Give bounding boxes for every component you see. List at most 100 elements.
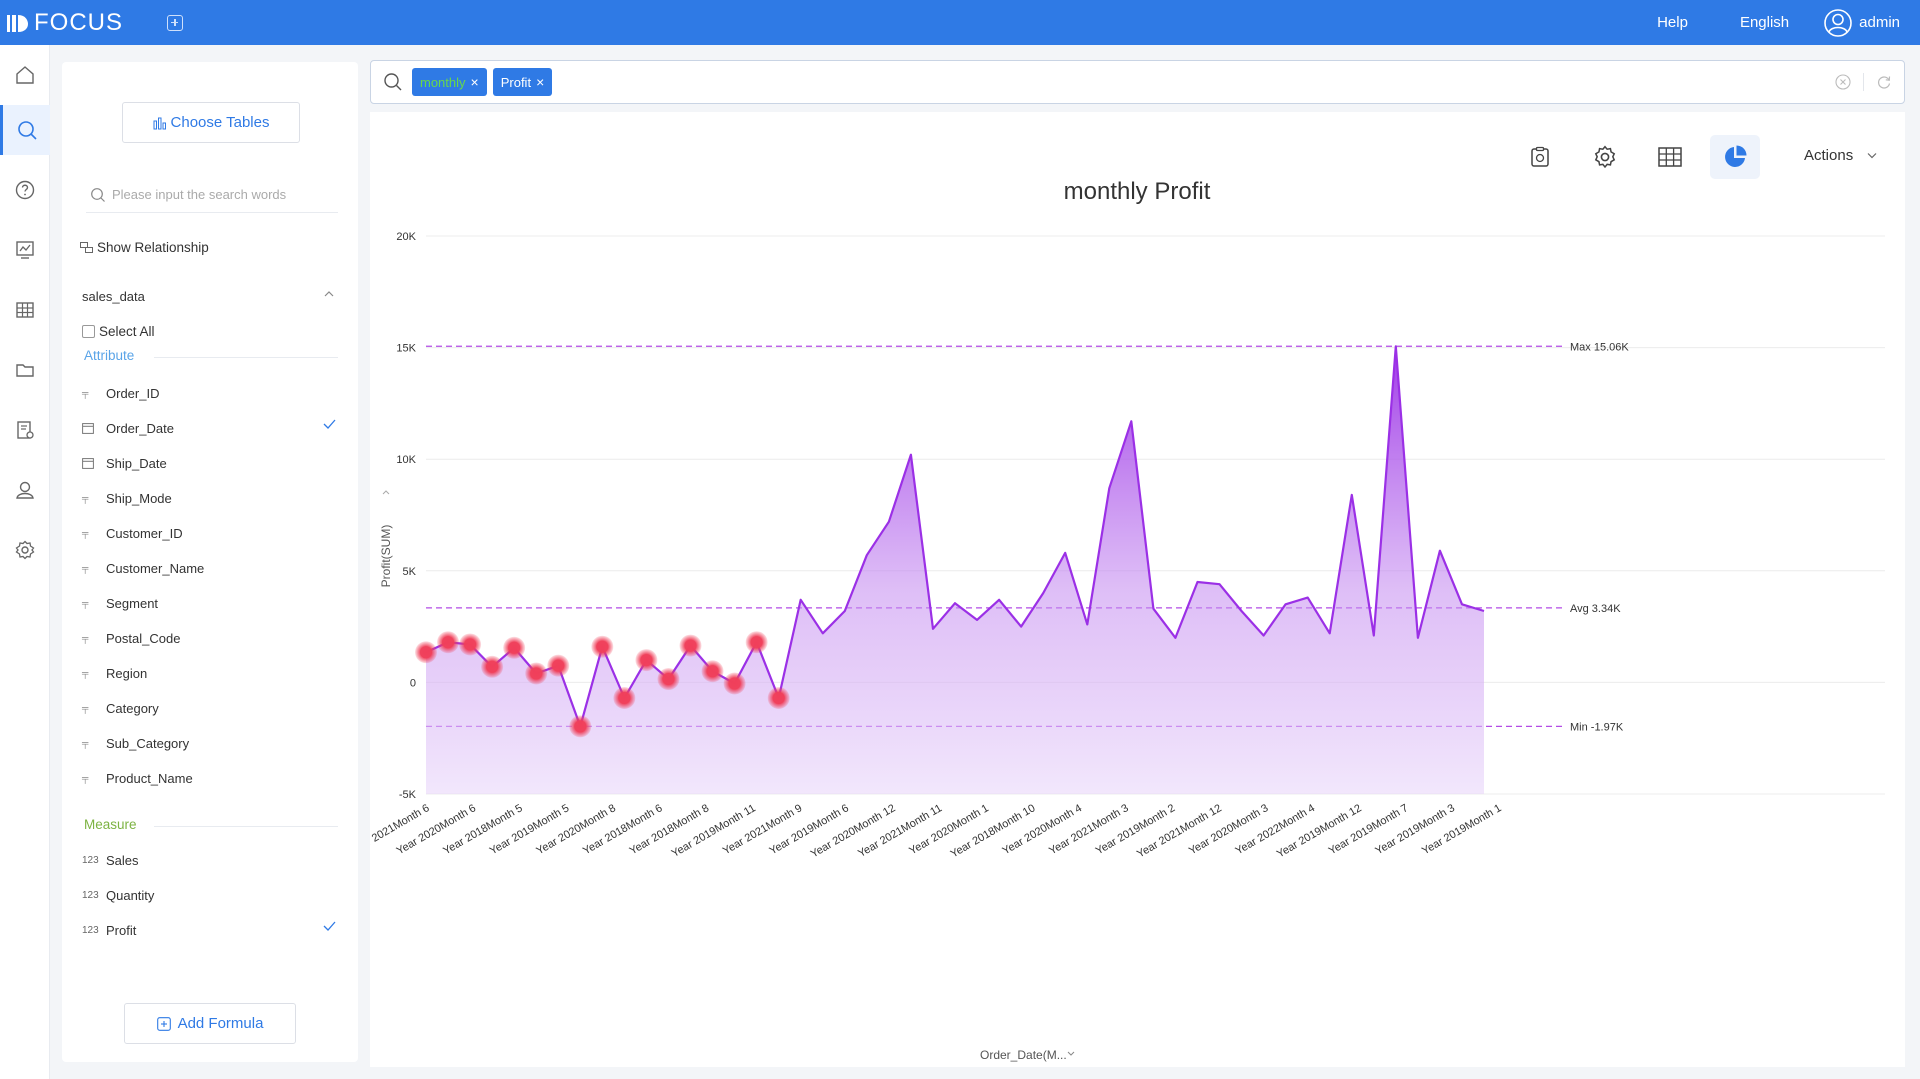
field-name: Product_Name [106,770,193,786]
nav-settings[interactable] [0,525,50,575]
highlight-points [415,631,790,738]
show-relationship-link[interactable]: Show Relationship [80,240,209,255]
number-type-icon: 123 [82,889,99,901]
help-icon [15,180,35,200]
field-search-input[interactable]: Please input the search words [86,177,338,213]
y-tick-label: 5K [403,566,417,578]
search-icon [17,121,37,140]
reference-line-label: Min -1.97K [1570,721,1624,733]
text-type-icon: ╤ [82,703,89,713]
check-icon [323,419,336,429]
text-type-icon: ╤ [82,773,89,783]
field-name: Quantity [106,887,155,903]
table-name[interactable]: sales_data [82,289,145,304]
user-menu[interactable]: admin [1823,8,1900,38]
logo-text: FOCUS [34,8,123,36]
actions-dropdown[interactable]: Actions [1804,147,1877,164]
field-item[interactable]: ╤ Sub_Category [82,731,338,755]
y-tick-label: 15K [396,343,416,355]
x-tick-label: Year 2020Month 6 [395,802,479,857]
clipboard-insight-icon [1531,146,1549,167]
y-tick-label: 20K [396,231,416,243]
x-tick-label: Year 2018Month 5 [441,802,525,857]
measure-section-title: Measure [84,817,338,832]
choose-tables-button[interactable]: Choose Tables [122,102,300,143]
nav-search[interactable] [0,105,50,155]
select-all-checkbox[interactable]: Select All [82,324,155,339]
chevron-up-icon[interactable] [324,290,334,298]
field-item[interactable]: ╤ Ship_Mode [82,486,338,510]
focus-logo[interactable]: FOCUS [6,9,123,37]
field-item[interactable]: ╤ Region [82,661,338,685]
refresh-icon[interactable] [1876,74,1892,90]
checkbox-box[interactable] [82,325,95,338]
x-tick-label: Year 2021Month 12 [1135,802,1224,860]
tool-settings[interactable] [1580,135,1630,179]
search-bar[interactable]: monthly × Profit × [370,60,1905,104]
reference-line-label: Max 15.06K [1570,341,1629,353]
field-item[interactable]: ╤ Product_Name [82,766,338,790]
reference-line-label: Avg 3.34K [1570,603,1621,615]
text-type-icon: ╤ [82,633,89,643]
y-axis-title[interactable]: Profit(SUM) [379,525,393,588]
y-axis: 20K 15K 10K 5K 0 -5K [396,231,416,801]
nav-data-manage[interactable] [0,405,50,455]
search-icon [384,73,402,91]
remove-token-icon[interactable]: × [470,74,479,90]
x-tick-label: Year 2021Month 11 [856,802,944,860]
table-icon [16,302,34,318]
field-item[interactable]: 123 Quantity [82,883,338,907]
reference-lines: Max 15.06K Avg 3.34K Min -1.97K [426,341,1629,733]
field-item[interactable]: ╤ Customer_Name [82,556,338,580]
add-formula-button[interactable]: Add Formula [124,1003,296,1044]
field-item[interactable]: ╤ Order_ID [82,381,338,405]
field-item[interactable]: Order_Date [82,416,338,440]
field-name: Customer_ID [106,525,183,541]
nav-help[interactable] [0,165,50,215]
highlight-point-core [640,654,653,667]
y-tick-label: 10K [396,454,416,466]
add-tab-icon[interactable] [167,14,183,31]
highlight-point-core [508,641,521,654]
field-item[interactable]: 123 Profit [82,918,338,942]
highlight-point-core [486,660,499,673]
x-tick-label: Year 2019Month 7 [1327,802,1411,857]
chevron-down-icon [1867,153,1877,159]
field-item[interactable]: ╤ Segment [82,591,338,615]
field-name: Ship_Mode [106,490,172,506]
remove-token-icon[interactable]: × [536,74,545,90]
field-name: Customer_Name [106,560,205,576]
logo-icon [7,14,28,32]
field-item[interactable]: 123 Sales [82,848,338,872]
table-icon [1658,147,1682,167]
user-avatar-icon [1824,8,1852,37]
nav-tables[interactable] [0,285,50,335]
field-item[interactable]: ╤ Category [82,696,338,720]
search-token-monthly[interactable]: monthly × [412,68,487,96]
field-item[interactable]: ╤ Postal_Code [82,626,338,650]
tool-table-view[interactable] [1645,135,1695,179]
nav-users[interactable] [0,465,50,515]
highlight-point-core [552,659,565,672]
field-item[interactable]: Ship_Date [82,451,338,475]
nav-home[interactable] [0,50,50,100]
clear-search-icon[interactable] [1835,74,1851,90]
data-manage-icon [17,421,34,439]
language-selector[interactable]: English [1739,14,1790,31]
search-token-profit[interactable]: Profit × [492,68,553,96]
result-panel: Actions monthly Profit Max 15.06K Avg 3.3… [370,112,1905,1067]
text-type-icon: ╤ [82,388,89,398]
field-item[interactable]: ╤ Customer_ID [82,521,338,545]
nav-dashboard[interactable] [0,225,50,275]
x-axis-title[interactable]: Order_Date(M... [980,1048,1067,1062]
highlight-point-core [772,692,785,705]
help-link[interactable]: Help [1657,14,1688,31]
x-tick-label: Year 2019Month 5 [488,802,572,857]
tool-chart-view[interactable] [1710,135,1760,179]
plus-square-icon [156,1016,171,1031]
tool-insight[interactable] [1515,135,1565,179]
y-axis-sort-icon[interactable] [382,490,390,495]
x-axis-dropdown-icon[interactable] [1067,1051,1075,1056]
text-type-icon: ╤ [82,528,89,538]
nav-folder[interactable] [0,345,50,395]
